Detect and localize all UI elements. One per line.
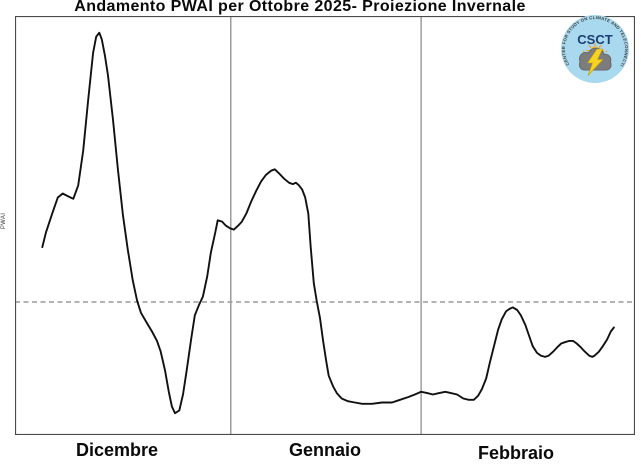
lightning-icon <box>587 48 604 76</box>
chart-title: Andamento PWAI per Ottobre 2025- Proiezi… <box>74 0 526 15</box>
x-label-gennaio: Gennaio <box>288 440 362 460</box>
plot-border <box>15 16 635 435</box>
x-label-febbraio: Febbraio <box>477 443 555 463</box>
logo-acronym: CSCT <box>577 32 612 47</box>
y-axis-label: PWAI <box>1 212 7 230</box>
x-label-dicembre: Dicembre <box>75 440 159 460</box>
csct-logo: CENTER FOR STUDY ON CLIMATE AND TELECONN… <box>557 9 631 85</box>
pwai-chart-svg <box>15 16 635 435</box>
pwai-line <box>41 31 615 415</box>
plot-area <box>15 16 635 435</box>
